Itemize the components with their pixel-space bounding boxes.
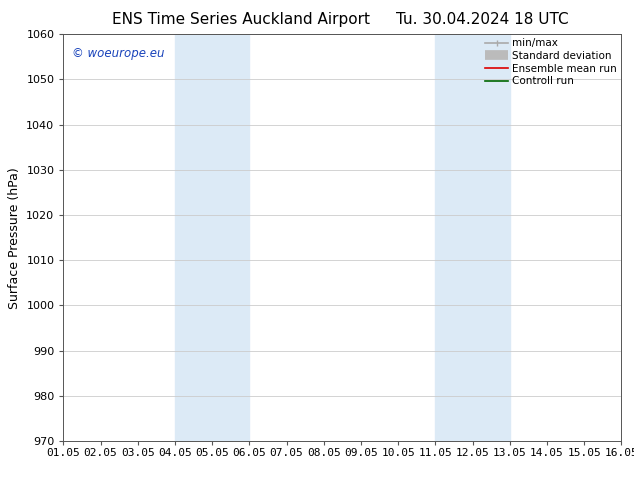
Text: Tu. 30.04.2024 18 UTC: Tu. 30.04.2024 18 UTC (396, 12, 568, 27)
Legend: min/max, Standard deviation, Ensemble mean run, Controll run: min/max, Standard deviation, Ensemble me… (483, 36, 619, 88)
Text: ENS Time Series Auckland Airport: ENS Time Series Auckland Airport (112, 12, 370, 27)
Bar (436, 34, 510, 441)
Bar (175, 34, 249, 441)
Text: © woeurope.eu: © woeurope.eu (72, 47, 164, 59)
Y-axis label: Surface Pressure (hPa): Surface Pressure (hPa) (8, 167, 21, 309)
